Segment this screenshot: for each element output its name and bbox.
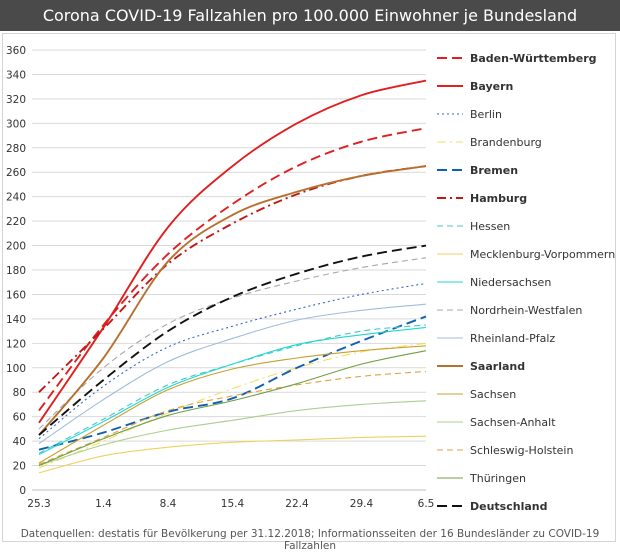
legend-label: Deutschland: [470, 500, 547, 513]
y-tick-label: 360: [6, 45, 26, 57]
series-line-brandenburg: [38, 342, 427, 469]
series-line-niedersachsen: [38, 326, 427, 456]
y-tick-label: 320: [6, 94, 26, 106]
legend-entry: Schleswig-Holstein: [437, 444, 573, 457]
x-tick-label: 8.4: [160, 498, 177, 510]
legend-entry: Baden-Württemberg: [437, 52, 597, 65]
legend-entry: Sachsen-Anhalt: [437, 416, 556, 429]
x-tick-label: 1.4: [95, 498, 112, 510]
x-tick-label: 25.3: [27, 498, 50, 510]
y-tick-label: 220: [6, 216, 26, 228]
x-tick-label: 6.5: [418, 498, 435, 510]
legend-entry: Mecklenburg-Vorpommern: [437, 248, 615, 261]
x-tick-label: 15.4: [221, 498, 245, 510]
legend-entry: Brandenburg: [437, 136, 542, 149]
legend-label: Thüringen: [469, 472, 526, 485]
legend-entry: Hessen: [437, 220, 510, 233]
series-line-bremen: [38, 315, 427, 451]
y-tick-label: 300: [6, 118, 26, 130]
y-tick-label: 100: [6, 363, 26, 375]
legend-entry: Berlin: [437, 108, 502, 121]
y-tick-label: 260: [6, 167, 26, 179]
legend-label: Niedersachsen: [470, 276, 551, 289]
legend-label: Hessen: [470, 220, 510, 233]
legend-label: Hamburg: [470, 192, 527, 205]
y-tick-label: 40: [13, 436, 26, 448]
legend-entry: Sachsen: [437, 388, 516, 401]
y-tick-label: 160: [6, 289, 26, 301]
legend-label: Sachsen: [470, 388, 516, 401]
series-line-deutschland: [38, 244, 427, 436]
series-line-sachsen-anhalt: [38, 400, 427, 467]
y-tick-label: 80: [13, 387, 26, 399]
series-line-sachsen: [38, 345, 427, 464]
series-line-rheinland-pfalz: [38, 303, 427, 445]
legend-label: Mecklenburg-Vorpommern: [470, 248, 615, 261]
legend-entry: Thüringen: [437, 472, 526, 485]
series-line-mecklenburg-vorpommern: [38, 435, 427, 474]
legend-entry: Saarland: [437, 360, 525, 373]
chart-title: Corona COVID-19 Fallzahlen pro 100.000 E…: [0, 0, 620, 31]
y-tick-label: 0: [19, 485, 26, 497]
y-tick-label: 200: [6, 241, 26, 253]
x-tick-label: 29.4: [350, 498, 374, 510]
legend-label: Brandenburg: [470, 136, 542, 149]
y-tick-label: 240: [6, 192, 26, 204]
series-line-thüringen: [38, 350, 427, 467]
series-line-baden-württemberg: [38, 127, 427, 412]
x-tick-label: 22.4: [285, 498, 309, 510]
legend-label: Rheinland-Pfalz: [470, 332, 555, 345]
series-line-bayern: [38, 79, 427, 424]
series-line-hamburg: [38, 165, 427, 393]
legend-label: Saarland: [470, 360, 525, 373]
legend-entry: Hamburg: [437, 192, 527, 205]
series-line-schleswig-holstein: [38, 370, 427, 465]
legend-label: Berlin: [470, 108, 502, 121]
legend-label: Sachsen-Anhalt: [470, 416, 556, 429]
legend-entry: Rheinland-Pfalz: [437, 332, 555, 345]
legend-entry: Bayern: [437, 80, 513, 93]
legend-entry: Niedersachsen: [437, 276, 551, 289]
legend-label: Schleswig-Holstein: [470, 444, 573, 457]
y-tick-label: 180: [6, 265, 26, 277]
y-tick-label: 120: [6, 338, 26, 350]
source-note: Datenquellen: destatis für Bevölkerung p…: [20, 528, 600, 552]
series-line-berlin: [38, 282, 427, 440]
y-tick-label: 20: [13, 461, 26, 473]
legend-entry: Bremen: [437, 164, 518, 177]
y-tick-label: 140: [6, 314, 26, 326]
legend-entry: Nordrhein-Westfalen: [437, 304, 582, 317]
legend-label: Bremen: [470, 164, 518, 177]
legend-label: Bayern: [470, 80, 513, 93]
legend-label: Baden-Württemberg: [470, 52, 597, 65]
legend-entry: Deutschland: [437, 500, 547, 513]
legend-label: Nordrhein-Westfalen: [470, 304, 582, 317]
series-line-saarland: [38, 165, 427, 436]
y-tick-label: 280: [6, 143, 26, 155]
y-tick-label: 340: [6, 69, 26, 81]
plot-border: [2, 33, 616, 542]
y-tick-label: 60: [13, 412, 26, 424]
